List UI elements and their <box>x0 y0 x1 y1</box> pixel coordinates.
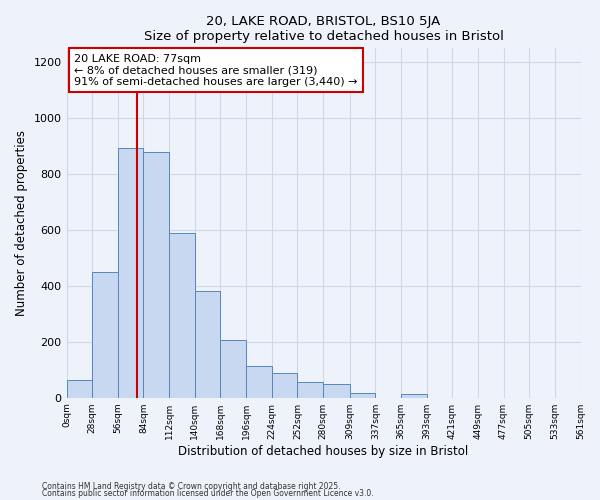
Y-axis label: Number of detached properties: Number of detached properties <box>15 130 28 316</box>
Bar <box>298 382 323 398</box>
Bar <box>143 152 169 398</box>
Text: 20 LAKE ROAD: 77sqm
← 8% of detached houses are smaller (319)
91% of semi-detach: 20 LAKE ROAD: 77sqm ← 8% of detached hou… <box>74 54 358 87</box>
Bar <box>169 233 195 398</box>
Bar <box>118 148 143 398</box>
Text: Contains HM Land Registry data © Crown copyright and database right 2025.: Contains HM Land Registry data © Crown c… <box>42 482 341 491</box>
Bar <box>401 394 427 398</box>
Bar <box>323 384 350 398</box>
Bar <box>246 366 272 398</box>
Title: 20, LAKE ROAD, BRISTOL, BS10 5JA
Size of property relative to detached houses in: 20, LAKE ROAD, BRISTOL, BS10 5JA Size of… <box>143 15 503 43</box>
Bar <box>195 292 220 398</box>
Bar <box>67 380 92 398</box>
Bar <box>272 372 298 398</box>
Text: Contains public sector information licensed under the Open Government Licence v3: Contains public sector information licen… <box>42 490 374 498</box>
X-axis label: Distribution of detached houses by size in Bristol: Distribution of detached houses by size … <box>178 444 469 458</box>
Bar <box>350 392 375 398</box>
Bar <box>220 340 246 398</box>
Bar <box>92 272 118 398</box>
